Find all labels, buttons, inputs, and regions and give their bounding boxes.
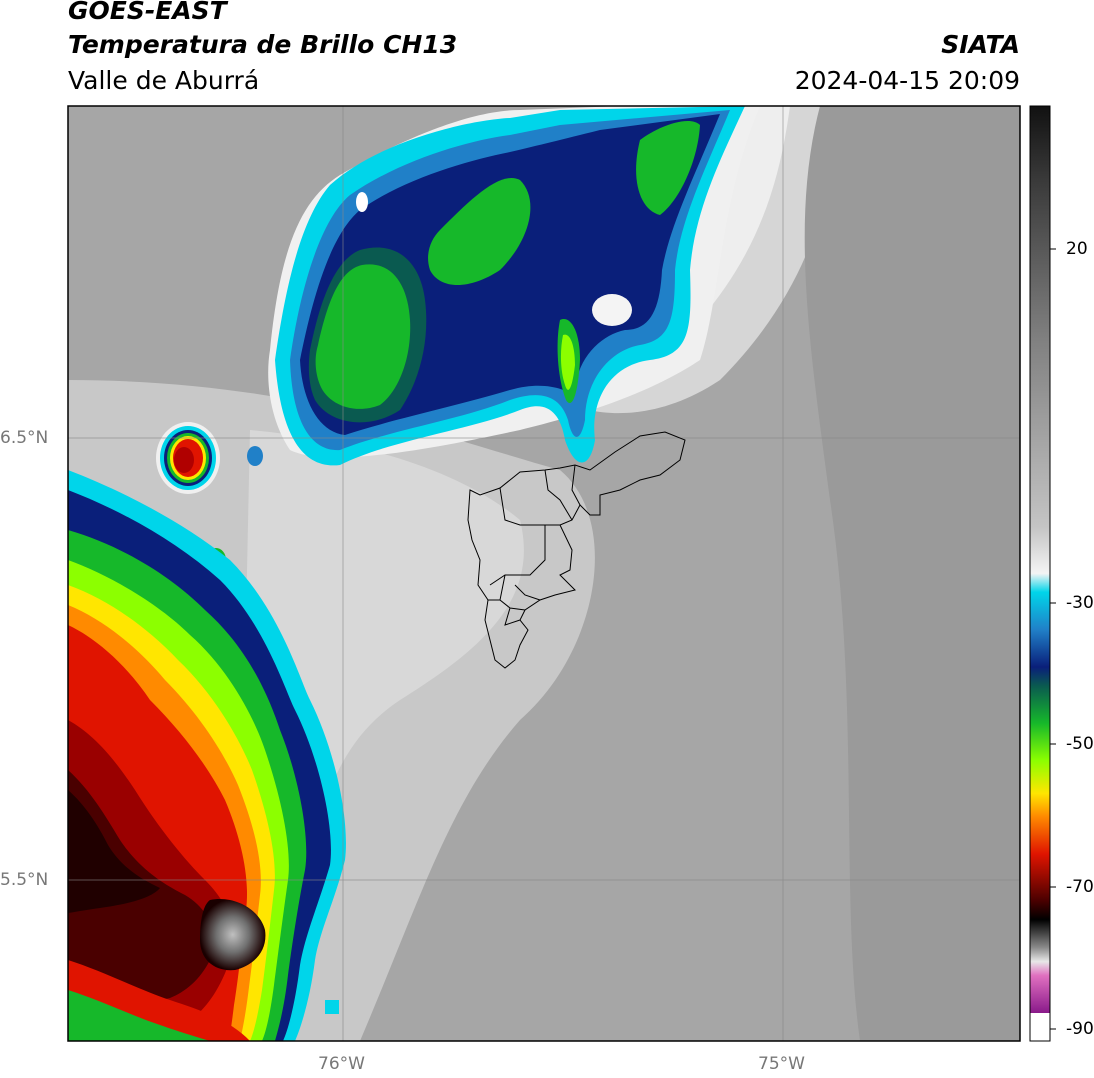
colorbar-label-minus50: -50 [1066, 734, 1094, 754]
colorbar-label-minus90: -90 [1066, 1019, 1094, 1039]
datetime-label: 2024-04-15 20:09 [794, 66, 1020, 95]
lon-label-75: 75°W [758, 1054, 805, 1074]
map-image [68, 106, 1020, 1041]
colorbar-label-20: 20 [1066, 239, 1088, 259]
colorbar-label-minus70: -70 [1066, 877, 1094, 897]
region-subtitle: Valle de Aburrá [68, 66, 260, 95]
lat-label-5-5: 5.5°N [0, 870, 49, 890]
satellite-title: GOES-EAST [68, 0, 227, 25]
lon-label-76: 76°W [318, 1054, 365, 1074]
product-title: Temperatura de Brillo CH13 [68, 30, 458, 59]
lat-label-6-5: 6.5°N [0, 428, 49, 448]
municipal-boundaries [467, 431, 686, 669]
colorbar-label-minus30: -30 [1066, 593, 1094, 613]
map-frame [67, 105, 1021, 1042]
agency-label: SIATA [941, 30, 1020, 59]
colorbar [1030, 106, 1050, 1041]
colorbar-ticks [1050, 248, 1056, 1030]
